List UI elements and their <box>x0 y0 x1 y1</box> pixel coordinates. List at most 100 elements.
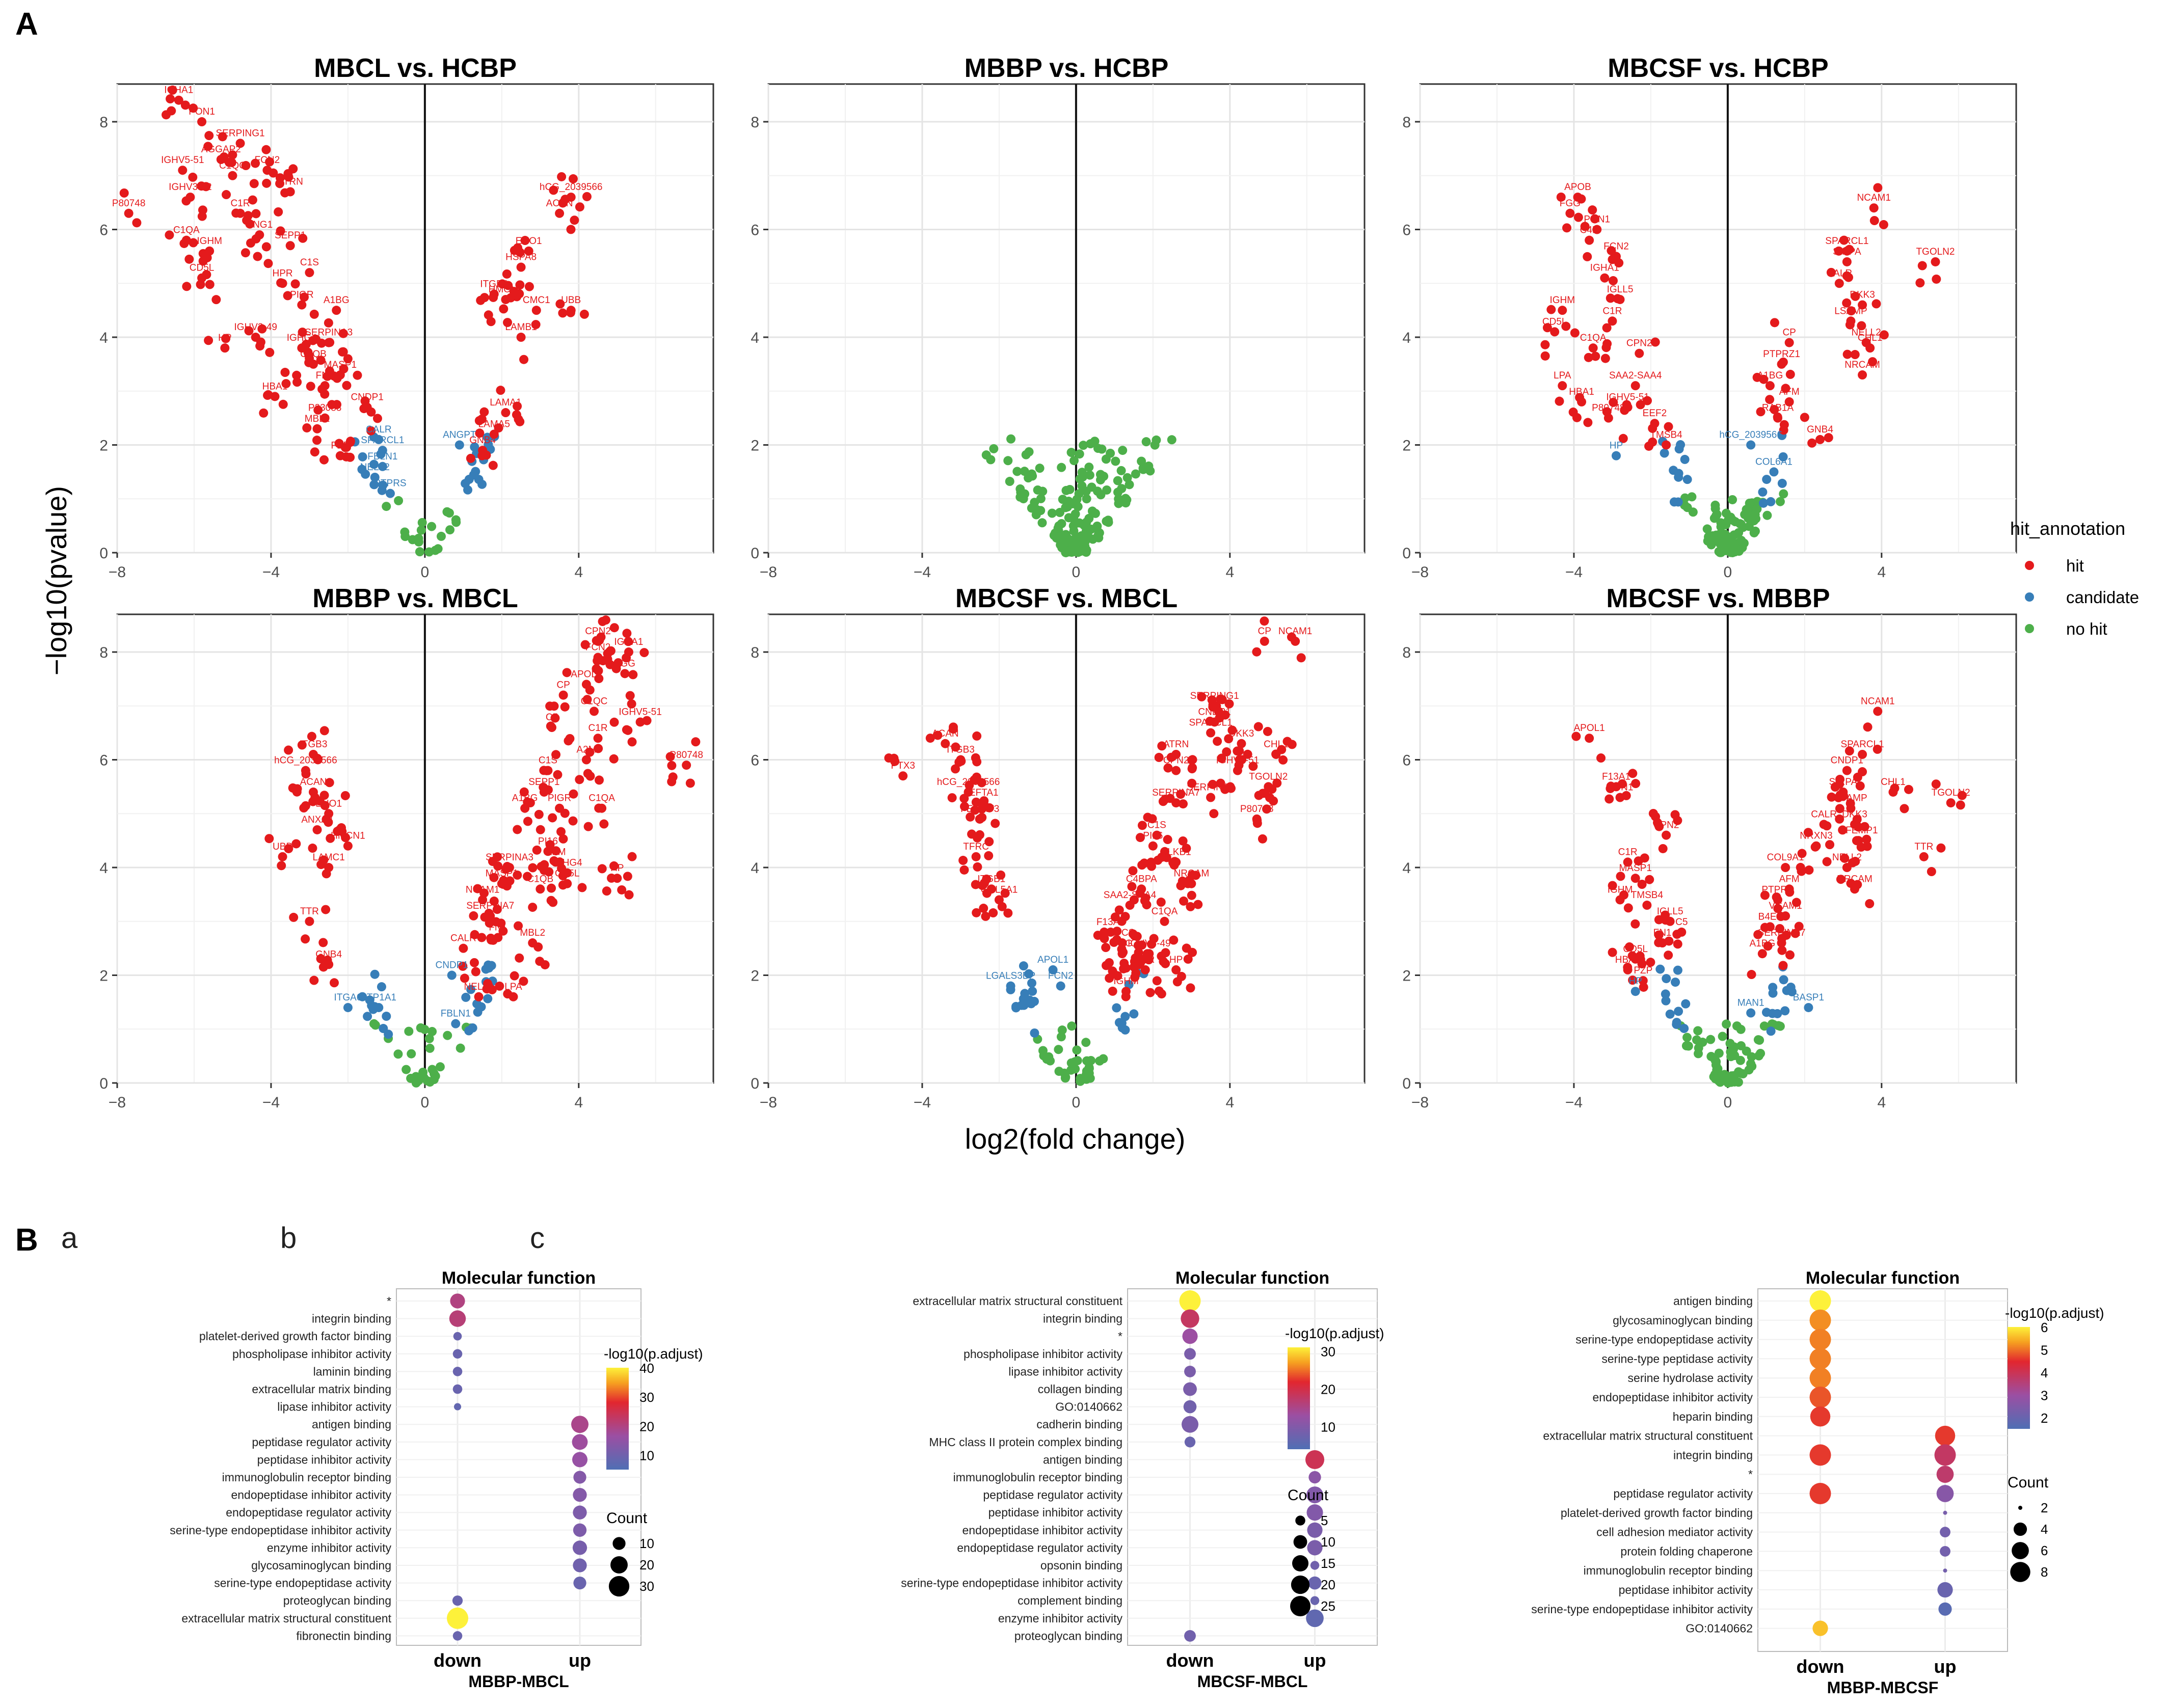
category-label: down <box>1797 1656 1844 1677</box>
hit-point <box>951 764 960 774</box>
hit-point <box>489 897 499 906</box>
hit-point <box>265 347 275 357</box>
protein-label: FCN2 <box>585 642 611 653</box>
enrichment-dot <box>1812 1620 1828 1636</box>
protein-label: A1BG <box>324 295 350 306</box>
protein-label: IGHG4 <box>287 333 317 343</box>
protein-label: IGHV5-51 <box>619 707 661 717</box>
hit-point <box>309 309 319 319</box>
hit-point <box>585 771 595 781</box>
candidate-labeled-point <box>1006 981 1015 991</box>
hit-point <box>515 953 524 963</box>
hit-labeled-point <box>1117 938 1127 948</box>
hit-point <box>627 737 637 747</box>
protein-label: CALR <box>450 933 476 944</box>
no-hit-point <box>443 1031 452 1040</box>
protein-label: AFM <box>1779 387 1800 397</box>
hit-point <box>197 211 207 221</box>
hit-point <box>520 236 530 246</box>
no-hit-point <box>1047 508 1057 518</box>
hit-point <box>1628 975 1638 985</box>
hit-labeled-point <box>558 690 568 700</box>
term-label: proteoglycan binding <box>283 1594 391 1607</box>
no-hit-point <box>1728 516 1737 525</box>
x-tick-label: 4 <box>1225 564 1234 581</box>
protein-label: CNDP1 <box>1198 707 1231 717</box>
hit-point <box>1584 353 1593 362</box>
protein-label: CHL1 <box>1858 333 1883 343</box>
no-hit-point <box>1081 1070 1091 1079</box>
hit-point <box>1561 321 1571 331</box>
enrichment-dot <box>452 1367 463 1376</box>
term-label: cadherin binding <box>1036 1418 1122 1431</box>
hit-point <box>488 460 498 470</box>
hit-labeled-point <box>612 874 622 883</box>
legend-candidate-marker <box>2025 592 2034 602</box>
enrichment-dot <box>1936 1466 1954 1483</box>
protein-label: C1QA <box>173 225 200 236</box>
no-hit-point <box>1015 492 1025 502</box>
hit-point <box>1781 384 1790 393</box>
hit-labeled-point <box>1815 435 1825 444</box>
no-hit-point <box>1074 489 1084 499</box>
protein-label: C1R <box>231 198 250 209</box>
hit-labeled-point <box>1757 949 1767 959</box>
term-label: lipase inhibitor activity <box>1008 1365 1122 1378</box>
protein-label: MAN1 <box>1737 998 1764 1009</box>
candidate-point <box>466 985 476 994</box>
x-tick-label: −8 <box>109 1094 126 1111</box>
hit-labeled-point <box>1635 348 1644 358</box>
enrichment-dot <box>1810 1406 1831 1427</box>
hit-point <box>1224 699 1234 709</box>
protein-label: DKK3 <box>1842 809 1867 820</box>
hit-point <box>1664 951 1673 960</box>
hit-point <box>321 905 331 914</box>
hit-point <box>1197 692 1207 701</box>
size-legend-dot <box>2013 1522 2027 1536</box>
y-tick-label: 0 <box>99 545 108 562</box>
protein-label: MBL2 <box>520 928 545 938</box>
hit-labeled-point <box>1842 766 1852 775</box>
protein-label: CD5L <box>555 869 580 879</box>
protein-label: FBLN1 <box>367 451 397 462</box>
hit-labeled-point <box>1850 884 1859 894</box>
hit-point <box>1917 261 1927 270</box>
protein-label: CP <box>1258 626 1271 637</box>
hit-point <box>1840 853 1850 863</box>
protein-label: ITGB3 <box>947 745 975 755</box>
no-hit-point <box>1055 508 1064 518</box>
hit-point <box>625 691 635 700</box>
no-hit-point <box>1059 1068 1069 1078</box>
no-hit-point <box>394 496 404 505</box>
hit-point <box>1570 328 1580 338</box>
hit-labeled-point <box>1946 798 1956 808</box>
hit-labeled-point <box>1140 965 1150 974</box>
y-tick-label: 4 <box>99 860 108 877</box>
hit-point <box>1157 952 1166 961</box>
protein-label: SEPP1 <box>528 777 559 788</box>
hit-labeled-point <box>1187 879 1196 888</box>
hit-point <box>1227 725 1237 735</box>
hit-point <box>1101 961 1111 970</box>
hit-point <box>302 423 312 432</box>
hit-labeled-point <box>581 755 591 765</box>
enrichment-dot <box>452 1349 463 1359</box>
hit-point <box>182 282 192 291</box>
size-legend-dot <box>2010 1562 2030 1582</box>
volcano-title: MBCSF vs. MBCL <box>955 584 1178 613</box>
hit-point <box>1187 890 1196 900</box>
hit-point <box>1616 872 1625 881</box>
hit-point <box>1222 747 1232 757</box>
no-hit-point <box>1099 1054 1108 1064</box>
hit-labeled-point <box>1148 841 1158 851</box>
hit-point <box>1233 746 1242 756</box>
candidate-point <box>1660 448 1669 458</box>
candidate-point <box>1773 1009 1782 1018</box>
hit-point <box>627 852 637 861</box>
hit-labeled-point <box>312 825 322 834</box>
y-tick-label: 4 <box>99 330 108 346</box>
x-tick-label: 0 <box>421 1094 430 1111</box>
protein-label: C1QC <box>581 696 608 707</box>
hit-point <box>119 188 129 198</box>
hit-point <box>1778 961 1788 970</box>
